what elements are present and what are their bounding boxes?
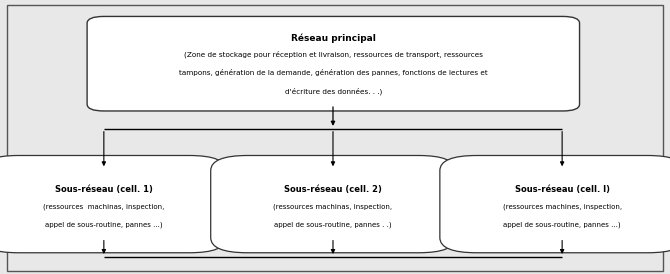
- FancyBboxPatch shape: [87, 16, 580, 111]
- Text: (ressources machines, inspection,: (ressources machines, inspection,: [502, 204, 622, 210]
- Text: (Zone de stockage pour réception et livraison, ressources de transport, ressourc: (Zone de stockage pour réception et livr…: [184, 50, 483, 58]
- Text: (ressources machinas, inspection,: (ressources machinas, inspection,: [273, 204, 393, 210]
- Text: Sous-réseau (cell. 1): Sous-réseau (cell. 1): [55, 185, 153, 194]
- FancyBboxPatch shape: [0, 156, 226, 253]
- Text: Sous-réseau (cell. 2): Sous-réseau (cell. 2): [284, 185, 382, 194]
- Text: appel de sous-routine, pannes ...): appel de sous-routine, pannes ...): [503, 221, 621, 228]
- Text: tampons, génération de la demande, génération des pannes, fonctions de lectures : tampons, génération de la demande, génér…: [179, 69, 488, 76]
- FancyBboxPatch shape: [210, 156, 456, 253]
- FancyBboxPatch shape: [440, 156, 670, 253]
- Text: (ressources  machinas, inspection,: (ressources machinas, inspection,: [43, 204, 165, 210]
- Text: d'écriture des données. . .): d'écriture des données. . .): [285, 87, 382, 95]
- Text: appel de sous-routine, pannes . .): appel de sous-routine, pannes . .): [274, 221, 392, 228]
- Text: Réseau principal: Réseau principal: [291, 33, 376, 42]
- Text: Sous-réseau (cell. l): Sous-réseau (cell. l): [515, 185, 610, 194]
- Text: appel de sous-routine, pannes ...): appel de sous-routine, pannes ...): [45, 221, 163, 228]
